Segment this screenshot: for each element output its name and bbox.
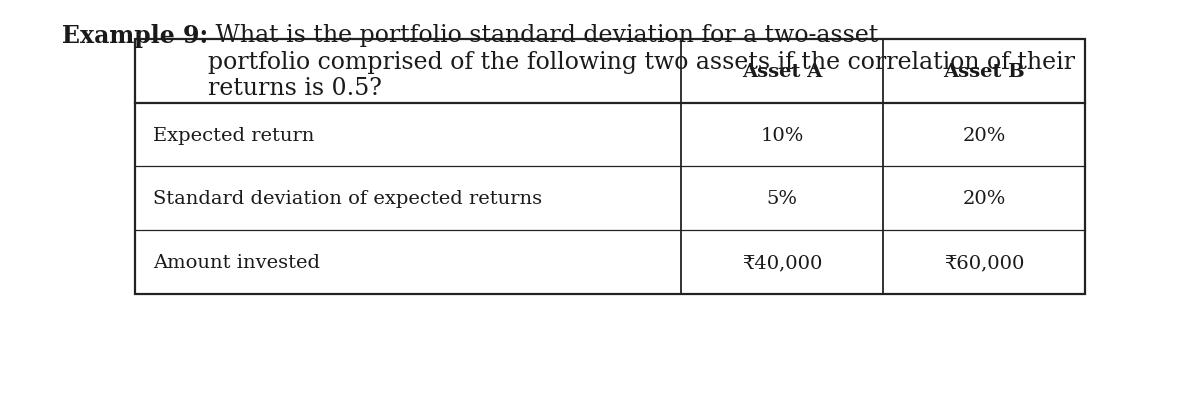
- Text: 5%: 5%: [767, 190, 798, 208]
- Bar: [134, 40, 1085, 294]
- Text: Example 9:: Example 9:: [62, 24, 208, 48]
- Text: 20%: 20%: [962, 190, 1006, 208]
- Text: Expected return: Expected return: [154, 126, 314, 144]
- Text: 20%: 20%: [962, 126, 1006, 144]
- Text: ₹60,000: ₹60,000: [944, 253, 1025, 271]
- Text: Asset A: Asset A: [742, 63, 822, 81]
- Text: Standard deviation of expected returns: Standard deviation of expected returns: [154, 190, 542, 208]
- Text: Amount invested: Amount invested: [154, 253, 320, 271]
- Text: Asset B: Asset B: [943, 63, 1025, 81]
- Text: 10%: 10%: [761, 126, 804, 144]
- Text: ₹40,000: ₹40,000: [742, 253, 822, 271]
- Text: What is the portfolio standard deviation for a two-asset
portfolio comprised of : What is the portfolio standard deviation…: [208, 24, 1075, 100]
